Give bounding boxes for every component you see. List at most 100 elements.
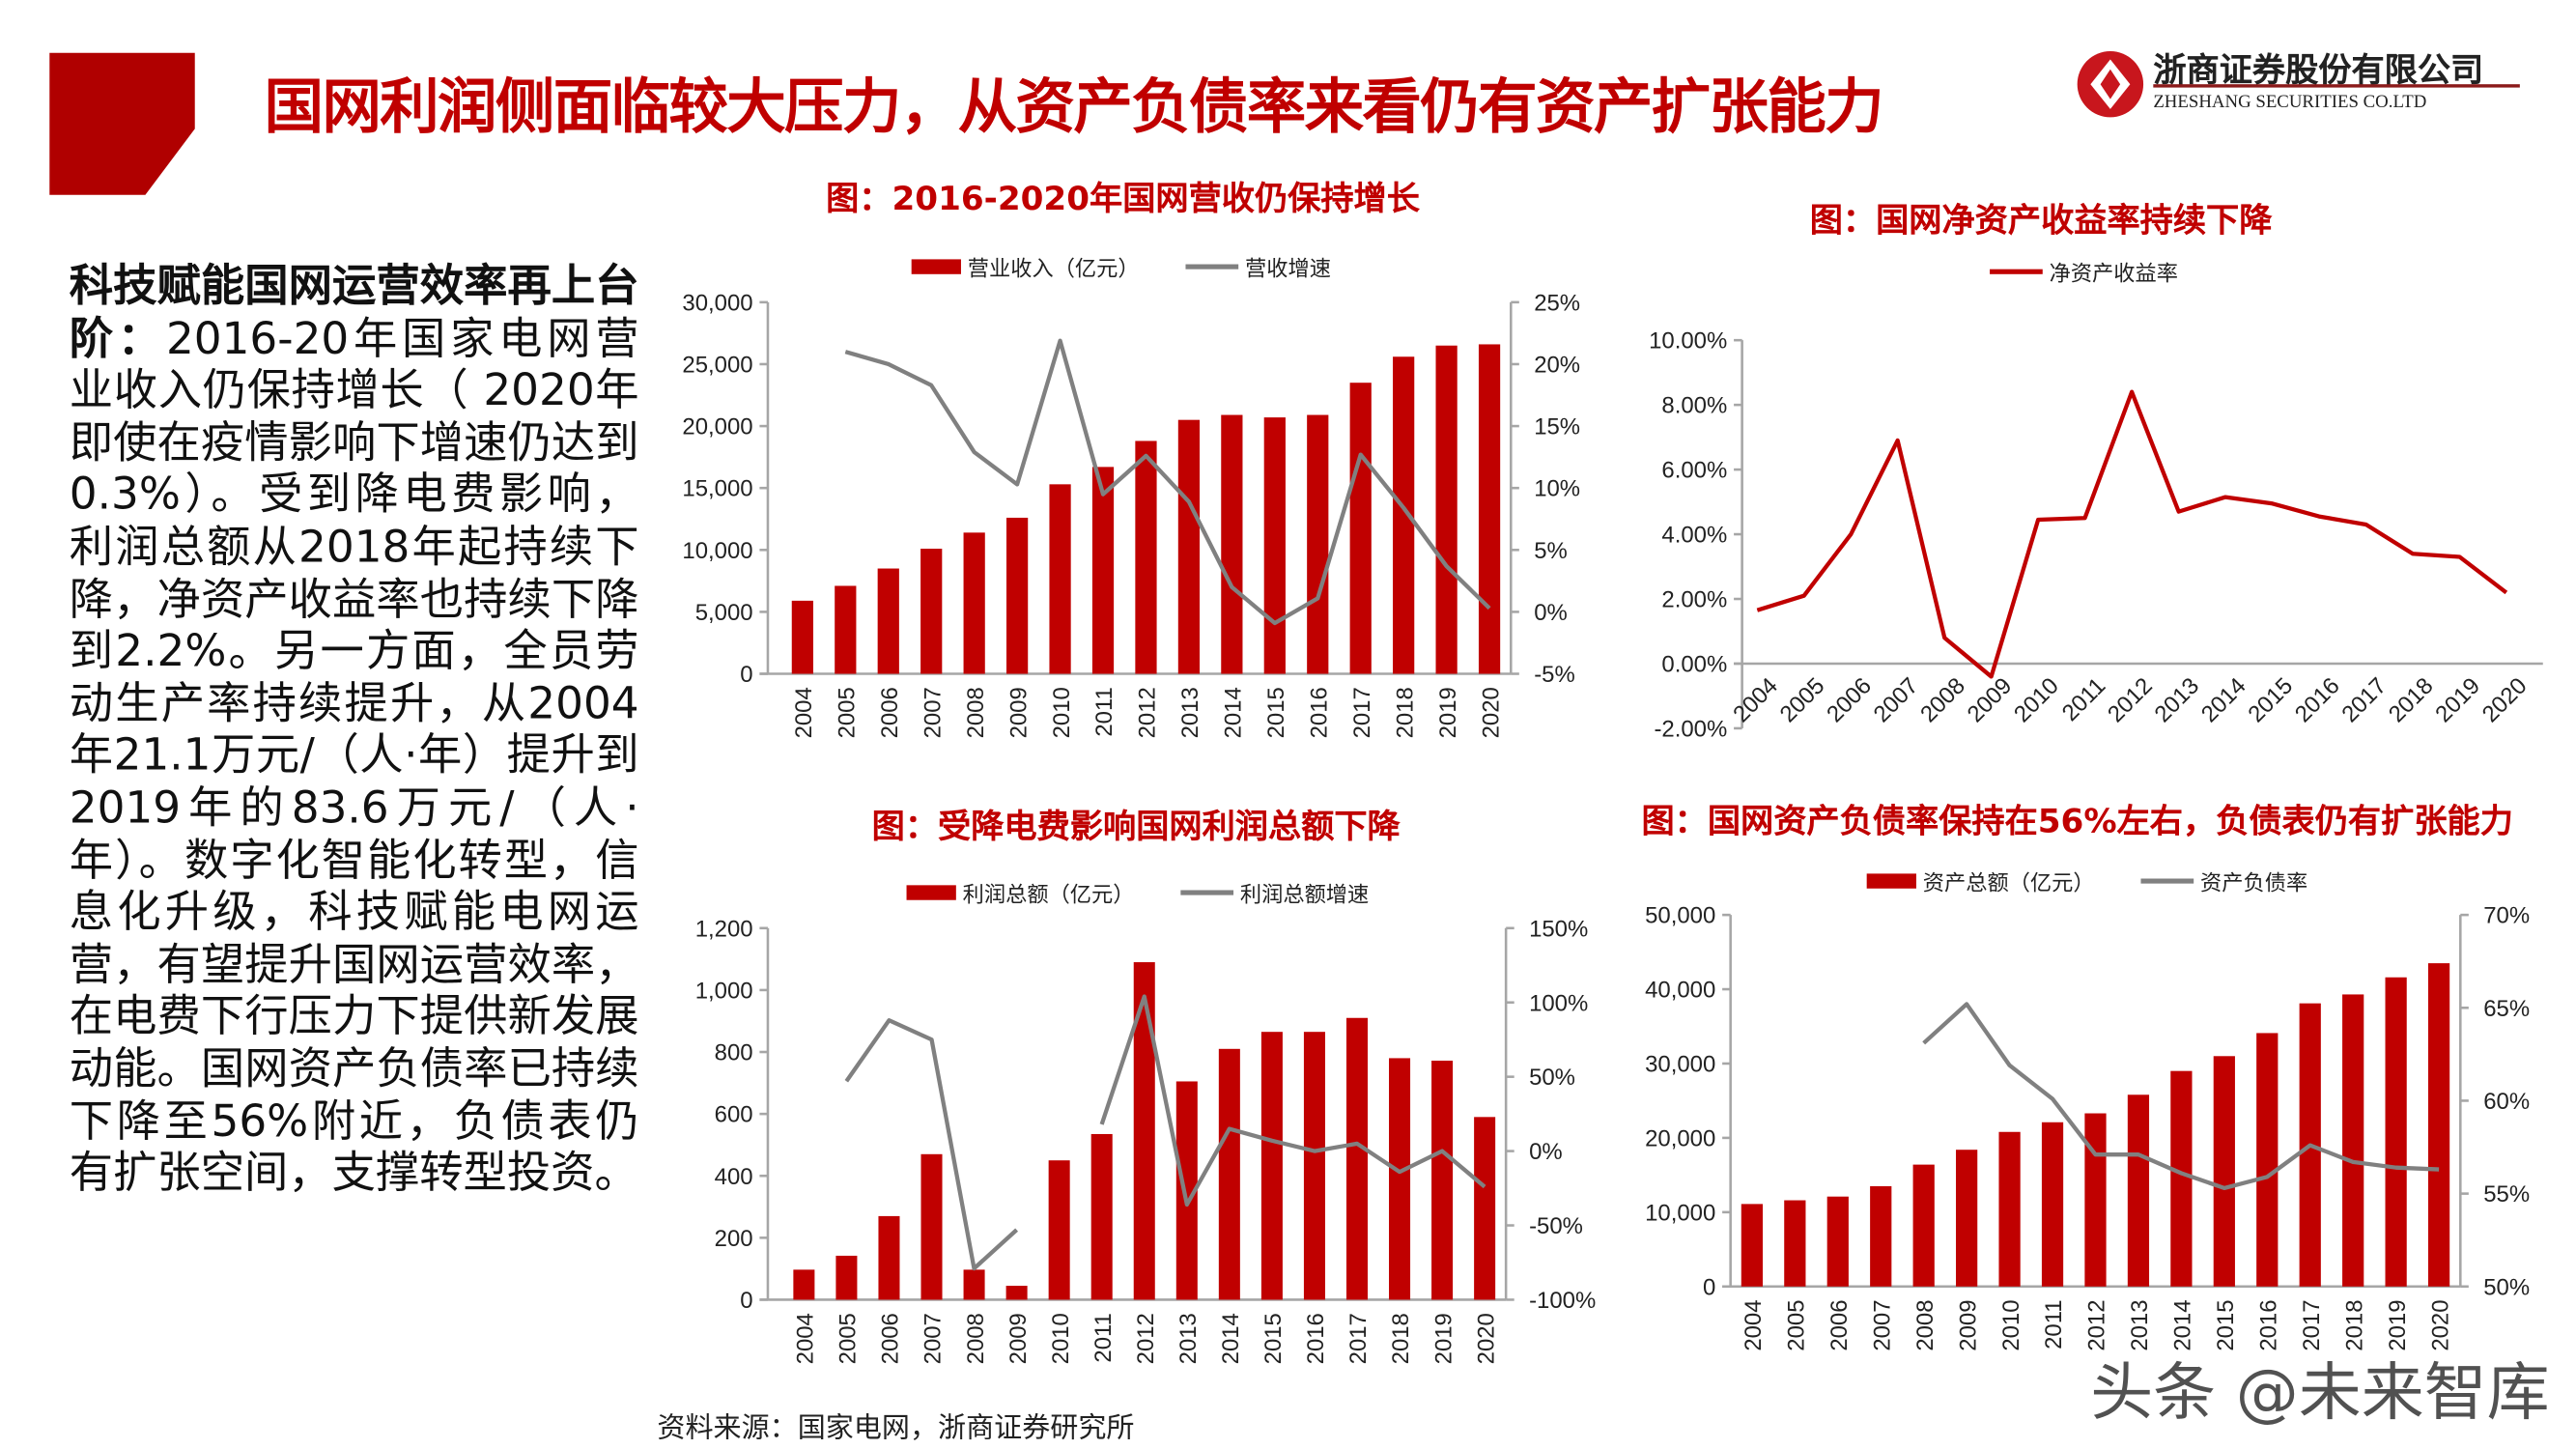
- left-axis-tick-label: 50,000: [1645, 903, 1715, 929]
- bar-2008: [1912, 1164, 1935, 1287]
- x-axis-tick-label: 2014: [2170, 1299, 2196, 1350]
- x-axis-tick-label: 2006: [1822, 673, 1877, 728]
- x-axis-tick-label: 2020: [2477, 673, 2533, 728]
- bar-2020: [1478, 344, 1501, 674]
- x-axis-tick-label: 2013: [2127, 1299, 2153, 1350]
- bar-2015: [1260, 1032, 1283, 1300]
- x-axis-tick-label: 2011: [1090, 1313, 1117, 1362]
- series-line-1: [1099, 994, 1486, 1208]
- chart-profit: 0 200 400 600 800 1,000 1,200 -100% -50% 0% 50% 100…: [695, 916, 1597, 1364]
- x-axis-tick-label: 2018: [1388, 1313, 1414, 1364]
- bar-2007: [1870, 1185, 1892, 1287]
- logo-divider: [2153, 84, 2520, 88]
- series-line-1: [1922, 1002, 2440, 1191]
- left-axis-tick-label: 600: [715, 1102, 753, 1128]
- bar-2005: [835, 1255, 858, 1300]
- left-axis-tick-label: 1,000: [695, 978, 753, 1004]
- legend-line-swatch: [2140, 878, 2194, 884]
- x-axis-tick-label: 2019: [2430, 673, 2485, 728]
- x-axis-tick-label: 2018: [1392, 687, 1418, 738]
- chart-assets-title: 图：国网资产负债率保持在56%左右，负债表仍有扩张能力: [1641, 801, 2513, 841]
- legend-label: 净资产收益率: [2049, 262, 2178, 288]
- x-axis-tick-label: 2008: [1912, 1299, 1939, 1350]
- x-axis-tick-label: 2012: [1135, 687, 1161, 738]
- x-axis-tick-label: 2014: [1221, 687, 1247, 738]
- left-axis-tick-label: 20,000: [682, 414, 752, 440]
- left-axis-tick-label: 200: [715, 1226, 753, 1252]
- chart-revenue-title: 图：2016-2020年国网营收仍保持增长: [826, 178, 1420, 218]
- chart-profit-title: 图：受降电费影响国网利润总额下降: [871, 806, 1401, 846]
- left-axis-tick-label: 30,000: [682, 290, 752, 316]
- bar-2011: [1091, 467, 1115, 674]
- x-axis-tick-label: 2014: [2196, 673, 2251, 728]
- x-axis-tick-label: 2004: [1741, 1299, 1767, 1350]
- left-axis-tick-label: 800: [715, 1040, 753, 1066]
- chart-roe: -2.00% 0.00% 2.00% 4.00% 6.00% 8.00% 10.00% 200…: [1649, 328, 2543, 742]
- legend-label: 资产负债率: [2200, 871, 2308, 897]
- bar-2005: [835, 585, 857, 674]
- x-axis-tick-label: 2013: [1175, 1313, 1202, 1364]
- x-axis-tick-label: 2004: [793, 1313, 819, 1364]
- x-axis-tick-label: 2009: [1005, 1313, 1032, 1364]
- x-axis-tick-label: 2017: [2336, 673, 2392, 728]
- x-axis-tick-label: 2007: [1869, 1299, 1895, 1350]
- x-axis-tick-label: 2005: [835, 1313, 862, 1364]
- logo-en-text: ZHESHANG SECURITIES CO.LTD: [2153, 92, 2427, 113]
- summary-text: 科技赋能国网运营效率再上台阶：2016-20年国家电网营业收入仍保持增长（ 20…: [70, 261, 639, 1200]
- bar-2013: [1175, 1081, 1198, 1300]
- x-axis-tick-label: 2012: [2084, 1299, 2110, 1350]
- x-axis-tick-label: 2020: [1473, 1313, 1499, 1364]
- x-axis-tick-label: 2016: [1303, 1313, 1329, 1364]
- right-axis-tick-label: 50%: [2483, 1274, 2530, 1300]
- chart-assets-legend: 资产总额（亿元） 资产负债率: [1866, 866, 2344, 897]
- right-axis-tick-label: 100%: [1529, 990, 1588, 1016]
- page-title: 国网利润侧面临较大压力，从资产负债率来看仍有资产扩张能力: [264, 73, 1884, 143]
- legend-label: 利润总额（亿元）: [962, 883, 1135, 909]
- left-axis-tick-label: 0: [1703, 1274, 1715, 1300]
- x-axis-tick-label: 2006: [877, 687, 903, 738]
- right-axis-tick-label: 5%: [1534, 538, 1568, 564]
- bar-2007: [920, 549, 943, 674]
- header-red-block: [49, 52, 195, 195]
- chart-roe-legend: 净资产收益率: [1990, 256, 2178, 287]
- bar-2018: [1393, 356, 1415, 674]
- bar-2006: [1826, 1196, 1849, 1287]
- x-axis-tick-label: 2015: [2213, 1299, 2239, 1350]
- x-axis-tick-label: 2005: [1784, 1299, 1810, 1350]
- bar-2012: [1133, 962, 1155, 1300]
- series-line-1: [844, 1018, 1019, 1271]
- x-axis-tick-label: 2005: [835, 687, 861, 738]
- x-axis-tick-label: 2018: [2384, 673, 2439, 728]
- right-axis-tick-label: 20%: [1534, 353, 1580, 379]
- bar-2016: [1307, 414, 1329, 674]
- x-axis-tick-label: 2006: [878, 1313, 904, 1364]
- bar-2018: [2342, 994, 2364, 1287]
- x-axis-tick-label: 2009: [1955, 1299, 1981, 1350]
- x-axis-tick-label: 2008: [1915, 673, 1970, 728]
- x-axis-tick-label: 2011: [2057, 673, 2110, 726]
- legend-label: 营收增速: [1245, 257, 1331, 283]
- bar-2015: [1263, 417, 1286, 674]
- x-axis-tick-label: 2014: [1218, 1313, 1244, 1364]
- x-axis-tick-label: 2009: [1963, 673, 2018, 728]
- bar-2005: [1784, 1200, 1806, 1287]
- company-logo: 浙商证券股份有限公司 ZHESHANG SECURITIES CO.LTD: [2074, 43, 2528, 125]
- left-axis-tick-label: 4.00%: [1661, 523, 1727, 549]
- bar-2016: [2256, 1033, 2279, 1287]
- x-axis-tick-label: 2016: [1306, 687, 1332, 738]
- legend-line-swatch: [1185, 264, 1239, 270]
- bar-2007: [920, 1153, 943, 1300]
- bar-2017: [1345, 1017, 1369, 1300]
- bar-2009: [1006, 517, 1029, 674]
- bar-2019: [2385, 977, 2407, 1287]
- bar-2006: [877, 568, 899, 674]
- bar-2013: [1177, 419, 1201, 674]
- x-axis-tick-label: 2017: [1349, 687, 1375, 738]
- chart-revenue: 0 5,000 10,000 15,000 20,000 25,000 30,000 -5% 0…: [682, 290, 1580, 738]
- x-axis-tick-label: 2016: [2255, 1299, 2281, 1350]
- bar-2014: [1218, 1048, 1240, 1300]
- bar-2010: [1048, 1160, 1070, 1300]
- bar-2017: [1349, 383, 1372, 674]
